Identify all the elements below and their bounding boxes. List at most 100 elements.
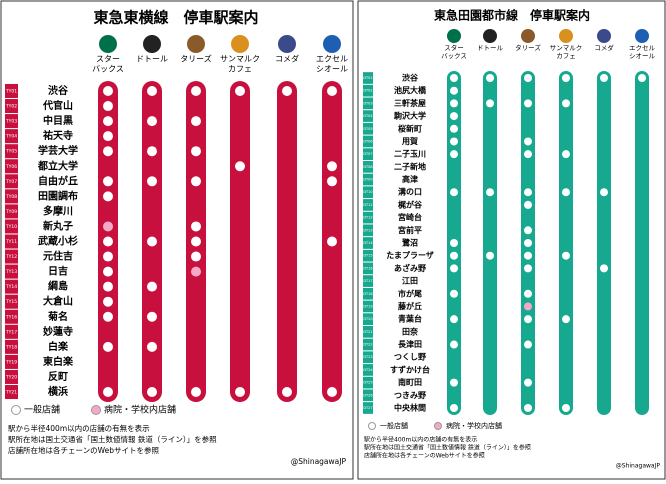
station-name: 駒沢大学: [393, 111, 426, 121]
station-name: 綱島: [48, 280, 68, 293]
shop-dot: [191, 236, 201, 247]
shop-dot: [147, 146, 157, 157]
legend-label: 一般店舗: [380, 421, 408, 430]
shop-dot: [282, 86, 292, 96]
station-name: 梶が谷: [398, 199, 423, 209]
chain-name: バックス: [92, 65, 124, 74]
station-name: 祐天寺: [43, 129, 73, 142]
chain-name: タリーズ: [180, 54, 212, 64]
station-code-box: [5, 369, 18, 384]
station-code: TY21: [5, 390, 17, 396]
station-code-box: [363, 338, 373, 351]
shop-dot: [486, 74, 494, 82]
station-name: 反町: [48, 370, 68, 383]
shop-dot: [486, 251, 494, 260]
station-name: 二子玉川: [394, 150, 426, 159]
shop-dot: [450, 251, 458, 260]
station-code-box: [363, 199, 373, 211]
station-code-box: [363, 364, 373, 376]
station-name: 都立大学: [37, 159, 78, 172]
station-code: DT19: [363, 304, 372, 308]
station-code: DT12: [363, 216, 372, 220]
station-code: DT24: [363, 368, 373, 372]
station-code: TY02: [5, 104, 17, 110]
station-code-box: [363, 97, 373, 110]
station-code-box: [363, 326, 373, 338]
panel-title: 東急田園都市線 停車駅案内: [434, 8, 590, 23]
station-code: DT18: [363, 292, 372, 296]
station-code-box: [5, 324, 18, 339]
station-code-box: [5, 219, 18, 234]
chain-name: コメダ: [275, 54, 299, 64]
shop-dot: [486, 99, 494, 108]
station-code: DT05: [363, 127, 372, 131]
station-code: TY19: [5, 359, 17, 365]
chain-name: サンマルク: [550, 44, 583, 52]
shop-dot: [562, 251, 570, 260]
station-code-box: [363, 389, 373, 402]
station-code-box: [363, 313, 373, 325]
shop-dot: [450, 289, 458, 298]
station-code: DT13: [363, 228, 372, 232]
shop-dot: [103, 131, 113, 142]
chain-name: エクセル: [629, 44, 656, 52]
shop-dot: [235, 86, 245, 96]
station-name: 日吉: [48, 265, 68, 278]
shop-dot: [450, 86, 458, 95]
chain-logo: [187, 35, 205, 53]
station-name: 白楽: [48, 340, 69, 353]
station-code: TY04: [5, 134, 17, 140]
station-name: 元住吉: [43, 250, 73, 263]
station-name: つくし野: [394, 353, 426, 362]
station-name: すずかけ台: [390, 364, 430, 374]
chain-name: コメダ: [594, 43, 614, 52]
station-code: TY07: [5, 179, 17, 185]
shop-dot: [235, 387, 245, 397]
shop-dot: [147, 387, 157, 397]
station-code-box: [5, 354, 18, 369]
legend-label: 一般店舗: [24, 404, 60, 416]
shop-dot: [524, 340, 532, 349]
shop-dot: [524, 302, 532, 311]
shop-dot: [562, 404, 570, 412]
station-code-box: [363, 110, 373, 122]
legend-dot: [11, 405, 21, 415]
station-name: 学芸大学: [38, 144, 78, 157]
shop-dot: [450, 264, 458, 273]
shop-dot: [147, 341, 157, 352]
shop-dot: [524, 251, 532, 260]
shop-dot: [103, 86, 113, 96]
shop-dot: [450, 315, 458, 324]
station-name: 三軒茶屋: [394, 98, 426, 108]
station-code: DT01: [363, 76, 372, 80]
station-code-box: [363, 161, 373, 173]
station-code-box: [5, 83, 18, 99]
shop-dot: [450, 340, 458, 349]
station-name: 用賀: [401, 136, 418, 146]
shop-dot: [450, 150, 458, 159]
station-code: DT26: [363, 393, 372, 397]
credit: @ShinagawaJP: [616, 463, 661, 470]
shop-dot: [327, 387, 337, 397]
shop-dot: [103, 266, 113, 277]
station-name: 桜新町: [398, 123, 422, 133]
shop-dot: [191, 387, 201, 397]
station-code-box: [5, 204, 18, 219]
station-code-box: [363, 122, 373, 135]
shop-dot: [486, 188, 494, 197]
station-name: 南町田: [398, 377, 422, 387]
station-name: 大倉山: [43, 295, 73, 308]
shop-dot: [450, 112, 458, 121]
station-code-box: [363, 262, 373, 275]
shop-dot: [103, 296, 113, 307]
station-code-box: [5, 264, 18, 279]
station-code-box: [363, 211, 373, 224]
shop-dot: [327, 176, 337, 187]
station-code: TY08: [5, 194, 17, 200]
chain-name: ドトール: [136, 55, 168, 64]
station-name: 中目黒: [43, 114, 73, 127]
station-name: 新丸子: [43, 219, 73, 232]
shop-dot: [524, 264, 532, 273]
shop-dot: [562, 315, 570, 324]
